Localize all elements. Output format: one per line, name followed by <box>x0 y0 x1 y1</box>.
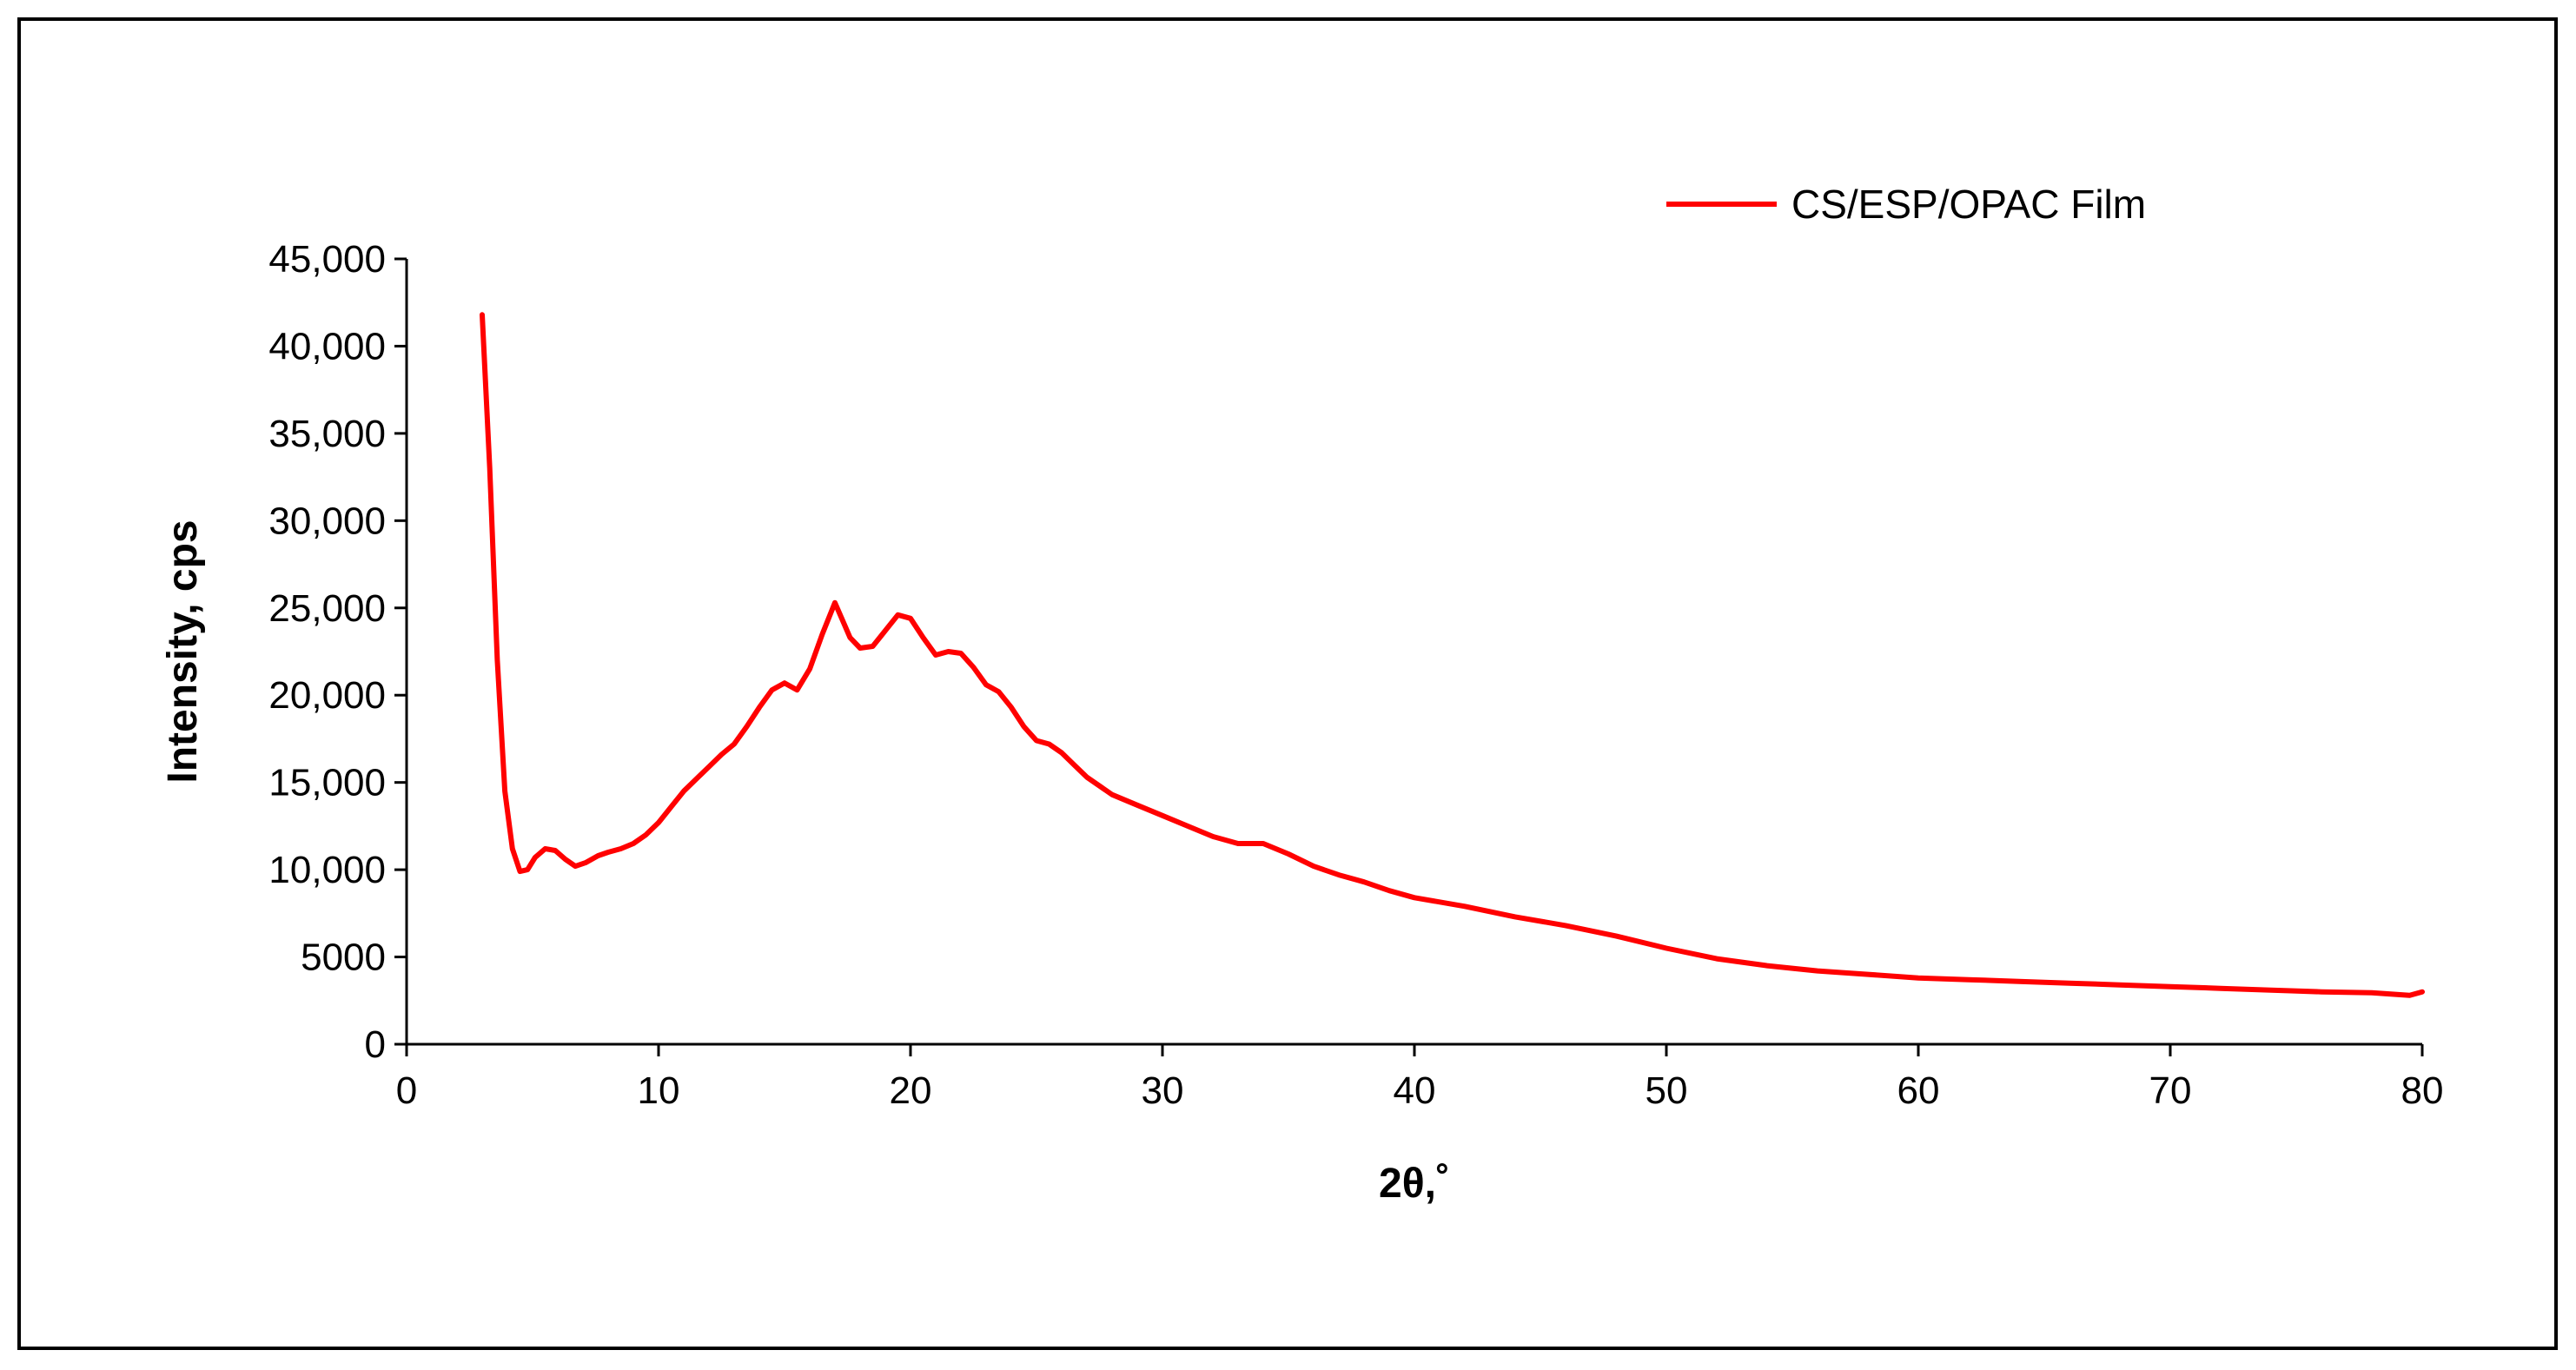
y-axis-title: Intensity, cps <box>160 520 206 783</box>
legend: CS/ESP/OPAC Film <box>1666 182 2146 227</box>
x-tick-label: 80 <box>2401 1069 2444 1112</box>
y-tick-label: 15,000 <box>268 762 386 804</box>
x-tick-label: 20 <box>890 1069 932 1112</box>
x-tick-label: 40 <box>1394 1069 1436 1112</box>
series-line-0 <box>480 312 2425 998</box>
x-ticks: 0 10 20 30 40 50 60 70 80 <box>396 1044 2444 1112</box>
y-tick-label: 25,000 <box>268 587 386 630</box>
y-tick-label: 5000 <box>301 936 386 979</box>
y-tick-label: 30,000 <box>268 500 386 542</box>
x-tick-label: 0 <box>396 1069 417 1112</box>
x-axis-title: 2θ,˚ <box>1379 1161 1450 1207</box>
y-tick-label: 10,000 <box>268 849 386 891</box>
y-tick-label: 35,000 <box>268 413 386 455</box>
y-ticks: 0 5000 10,000 15,000 20,000 25,000 30,000 35,00… <box>268 238 407 1066</box>
x-tick-label: 30 <box>1142 1069 1184 1112</box>
y-tick-label: 20,000 <box>268 674 386 717</box>
y-tick-label: 45,000 <box>268 238 386 281</box>
series-layer <box>480 312 2425 998</box>
x-tick-label: 70 <box>2149 1069 2192 1112</box>
figure-border <box>17 17 2558 1350</box>
x-tick-label: 60 <box>1897 1069 1940 1112</box>
x-tick-label: 50 <box>1646 1069 1688 1112</box>
y-tick-label: 40,000 <box>268 325 386 367</box>
x-tick-label: 10 <box>638 1069 680 1112</box>
y-tick-label: 0 <box>365 1023 386 1066</box>
legend-label: CS/ESP/OPAC Film <box>1791 182 2146 227</box>
